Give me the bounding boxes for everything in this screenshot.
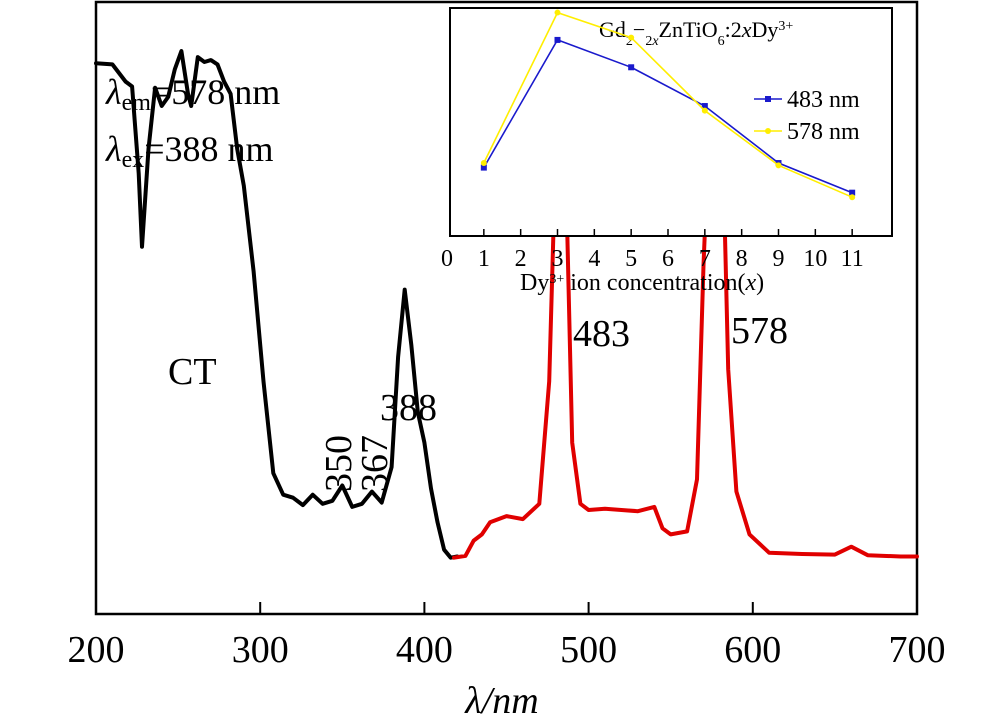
text-fragment: :2 — [725, 17, 742, 42]
inset-x-tick-label: 7 — [699, 246, 711, 272]
lambda-em-label: λem=578 nm — [105, 72, 280, 116]
lambda-em-value: =578 nm — [151, 72, 280, 112]
text-fragment: 3+ — [778, 19, 793, 34]
lambda-ex-subscript: ex — [122, 147, 145, 173]
inset-data-point — [480, 160, 487, 167]
inset-data-point — [554, 36, 561, 43]
x-tick-label: 700 — [889, 629, 946, 671]
text-fragment: x — [745, 270, 757, 296]
excitation-curve — [94, 49, 460, 560]
inset-x-tick-label: 4 — [588, 246, 600, 272]
lambda-symbol: λ — [105, 129, 122, 169]
inset-x-tick-label: 11 — [841, 246, 864, 272]
inset-data-point — [628, 64, 635, 71]
lambda-symbol: λ — [105, 72, 122, 112]
text-fragment: 6 — [718, 34, 725, 49]
peak-350-label: 350 — [318, 435, 360, 492]
text-fragment: ) — [756, 270, 764, 296]
plot-frame — [94, 0, 919, 616]
x-axis-ticks: 200 300 400 500 600 700 — [68, 602, 946, 671]
inset-data-point — [628, 34, 635, 41]
inset-x-tick-label: 10 — [803, 246, 827, 272]
inset-data-point — [701, 107, 708, 114]
inset-x-tick-label: 5 — [625, 246, 637, 272]
x-axis-title: λ/nm — [464, 680, 538, 722]
x-tick-label: 600 — [724, 629, 781, 671]
inset-chart: 0 1 2 3 4 5 6 7 8 9 10 11 Gd2−2xZnTiO6:2xDy3+ Dy3+ … — [441, 7, 893, 296]
inset-data-point — [554, 9, 561, 16]
x-tick-label: 300 — [232, 629, 289, 671]
text-fragment: 2 — [626, 34, 633, 49]
inset-data-point — [849, 189, 856, 196]
legend-label: 578 nm — [787, 119, 860, 145]
inset-series-line — [483, 38, 853, 194]
text-fragment: x — [741, 17, 752, 42]
inset-x-axis-title: Dy3+ ion concentration(x) — [520, 270, 764, 296]
text-fragment: Dy — [520, 270, 549, 296]
lambda-ex-label: λex=388 nm — [105, 129, 274, 173]
inset-x-tick-label: 3 — [552, 246, 564, 272]
peak-483-label: 483 — [573, 313, 630, 355]
x-tick-label: 400 — [396, 629, 453, 671]
peak-388-label: 388 — [380, 387, 437, 429]
text-fragment: ion concentration( — [564, 270, 745, 296]
inset-series — [480, 9, 856, 201]
peak-578-label: 578 — [731, 310, 788, 352]
text-fragment: 2 — [645, 34, 652, 49]
inset-frame — [449, 7, 893, 237]
text-fragment: 3+ — [549, 272, 564, 287]
inset-title: Gd2−2xZnTiO6:2xDy3+ — [599, 17, 793, 49]
inset-x-tick-label: 2 — [515, 246, 527, 272]
ct-label: CT — [168, 351, 217, 393]
inset-legend: 483 nm 578 nm — [754, 87, 860, 145]
inset-data-point — [480, 164, 487, 171]
text-fragment: Dy — [752, 17, 779, 42]
inset-series-line — [483, 11, 853, 198]
inset-x-tick-label: 6 — [662, 246, 674, 272]
lambda-em-subscript: em — [122, 90, 152, 116]
peak-367-label: 367 — [354, 435, 396, 492]
inset-x-tick-label: 1 — [478, 246, 490, 272]
inset-x-tick-label: 0 — [441, 246, 453, 272]
legend-label: 483 nm — [787, 87, 860, 113]
inset-x-tick-label: 9 — [773, 246, 785, 272]
emission-curve — [452, 15, 919, 560]
text-fragment: − — [633, 17, 645, 42]
lambda-ex-value: =388 nm — [144, 129, 273, 169]
x-tick-label: 200 — [68, 629, 125, 671]
inset-x-axis-ticks: 0 1 2 3 4 5 6 7 8 9 10 11 — [441, 229, 864, 272]
x-tick-label: 500 — [560, 629, 617, 671]
text-fragment: Gd — [599, 17, 626, 42]
legend-swatch-marker — [765, 128, 771, 134]
inset-x-tick-label: 8 — [736, 246, 748, 272]
inset-data-point — [701, 103, 708, 110]
legend-swatch-marker — [765, 96, 771, 102]
inset-data-point — [849, 194, 856, 201]
text-fragment: ZnTiO — [659, 17, 718, 42]
text-fragment: x — [651, 34, 659, 49]
inset-data-point — [775, 162, 782, 169]
